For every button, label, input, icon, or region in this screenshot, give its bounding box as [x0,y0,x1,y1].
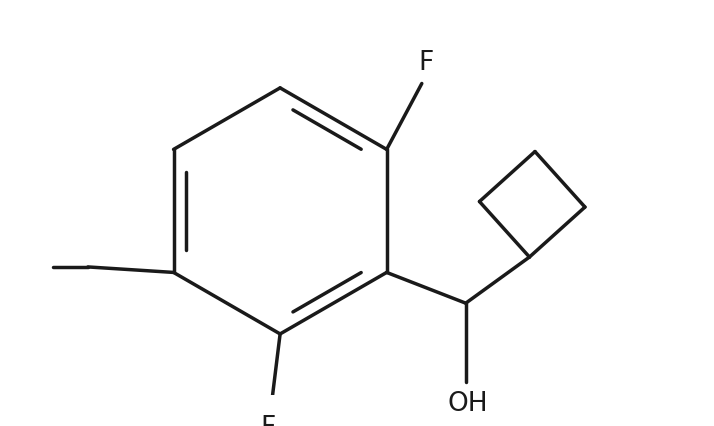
Text: F: F [418,50,434,76]
Text: OH: OH [448,391,488,417]
Text: F: F [261,415,276,426]
